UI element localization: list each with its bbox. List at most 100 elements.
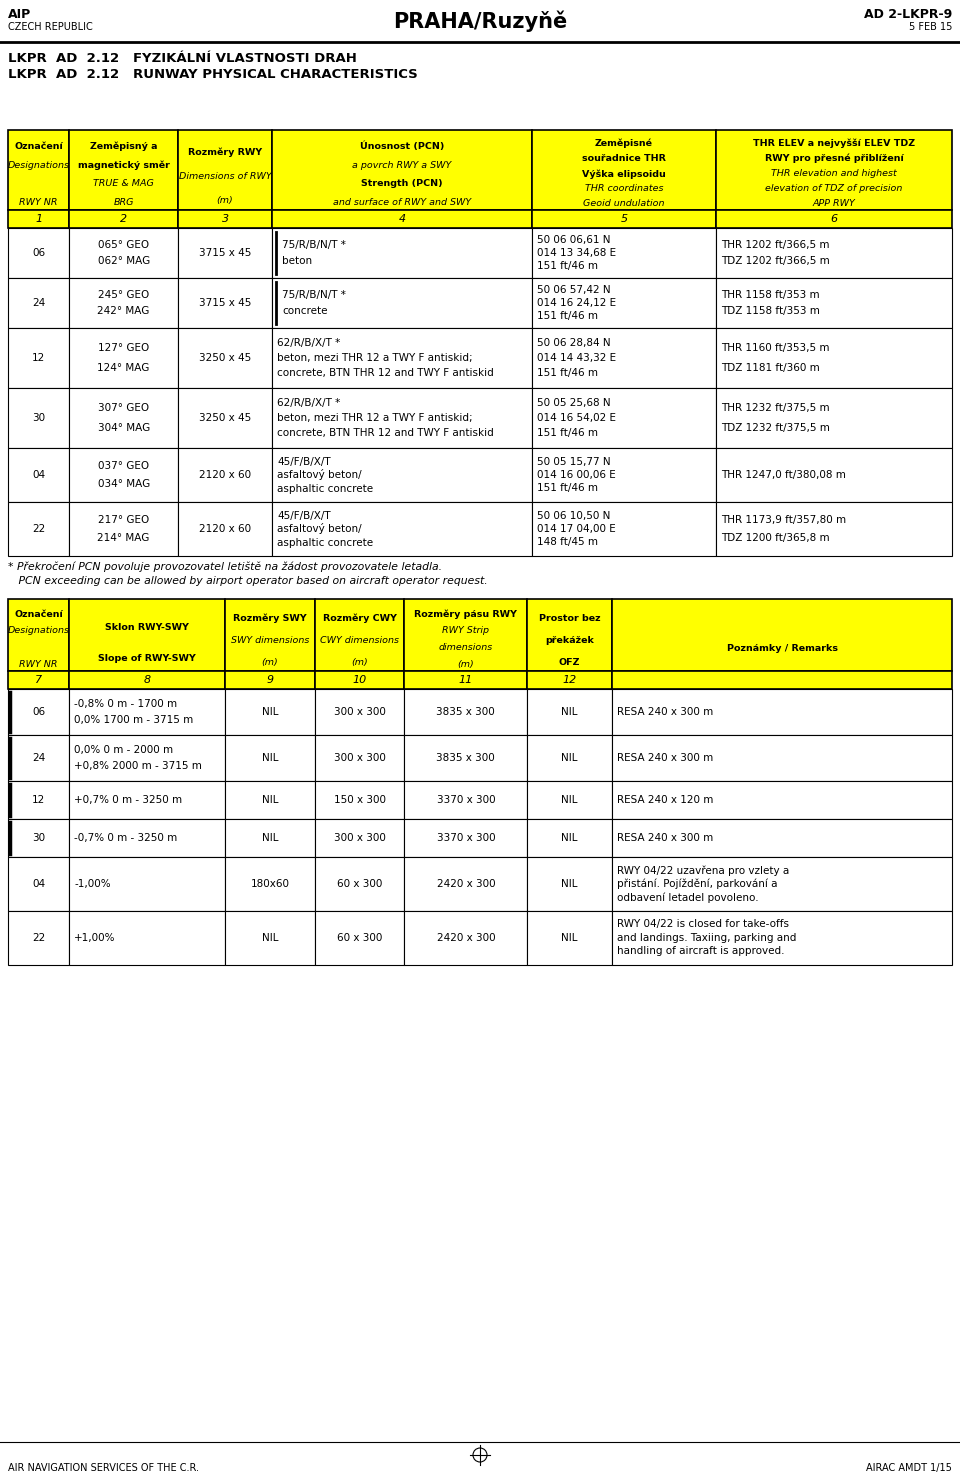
Text: Prostor bez: Prostor bez [539,614,601,623]
Bar [225,735,315,781]
Bar [716,502,952,556]
Bar [8,502,69,556]
Bar [716,388,952,449]
Bar [178,328,273,388]
Text: SWY dimensions: SWY dimensions [230,636,309,645]
Text: THR 1160 ft/353,5 m: THR 1160 ft/353,5 m [721,342,829,353]
Bar [527,911,612,965]
Text: 3715 x 45: 3715 x 45 [199,248,252,258]
Text: 014 16 54,02 E: 014 16 54,02 E [537,413,616,424]
Bar [273,130,532,210]
Text: AIRAC AMDT 1/15: AIRAC AMDT 1/15 [866,1463,952,1473]
Text: Rozměry RWY: Rozměry RWY [188,148,262,156]
Bar [225,819,315,858]
Text: 242° MAG: 242° MAG [98,307,150,316]
Text: beton, mezi THR 12 a TWY F antiskid;: beton, mezi THR 12 a TWY F antiskid; [277,353,473,363]
Bar [315,599,404,672]
Text: (m): (m) [458,660,474,669]
Bar [8,277,69,328]
Bar [69,911,225,965]
Text: LKPR  AD  2.12   FYZIKÁLNÍ VLASTNOSTI DRAH: LKPR AD 2.12 FYZIKÁLNÍ VLASTNOSTI DRAH [8,52,357,65]
Bar [178,449,273,502]
Text: 014 14 43,32 E: 014 14 43,32 E [537,353,616,363]
Text: 45/F/B/X/T: 45/F/B/X/T [277,511,331,521]
Text: 7: 7 [36,675,42,685]
Bar [69,502,178,556]
Bar [612,819,952,858]
Bar [404,858,527,911]
Text: 151 ft/46 m: 151 ft/46 m [537,428,598,438]
Text: +1,00%: +1,00% [74,933,116,943]
Text: 75/R/B/N/T *: 75/R/B/N/T * [282,239,347,249]
Text: Zeměpisné: Zeměpisné [595,139,653,148]
Text: NIL: NIL [562,753,578,763]
Text: asfaltový beton/: asfaltový beton/ [277,524,362,534]
Text: 014 16 00,06 E: 014 16 00,06 E [537,469,615,480]
Text: NIL: NIL [262,707,278,717]
Text: NIL: NIL [262,796,278,804]
Bar [69,599,225,672]
Text: +0,8% 2000 m - 3715 m: +0,8% 2000 m - 3715 m [74,760,203,770]
Text: 24: 24 [32,298,45,308]
Text: Únosnost (PCN): Únosnost (PCN) [360,142,444,152]
Text: 2: 2 [120,214,128,224]
Text: TDZ 1202 ft/366,5 m: TDZ 1202 ft/366,5 m [721,257,829,266]
Bar [532,502,716,556]
Text: 3370 x 300: 3370 x 300 [437,832,495,843]
Text: Poznámky / Remarks: Poznámky / Remarks [727,645,837,654]
Text: 11: 11 [459,675,473,685]
Text: THR ELEV a nejvyšší ELEV TDZ: THR ELEV a nejvyšší ELEV TDZ [753,139,915,148]
Bar [315,781,404,819]
Text: BRG: BRG [113,198,133,207]
Text: přistání. Pojíždění, parkování a: přistání. Pojíždění, parkování a [617,878,778,889]
Text: RWY Strip: RWY Strip [443,626,490,635]
Text: NIL: NIL [562,832,578,843]
Text: Sklon RWY-SWY: Sklon RWY-SWY [106,623,189,632]
Text: beton: beton [282,257,312,266]
Bar [315,689,404,735]
Bar [404,911,527,965]
Text: LKPR  AD  2.12   RUNWAY PHYSICAL CHARACTERISTICS: LKPR AD 2.12 RUNWAY PHYSICAL CHARACTERIS… [8,68,418,81]
Text: Designations: Designations [8,626,70,635]
Text: 50 06 57,42 N: 50 06 57,42 N [537,285,611,295]
Bar [225,781,315,819]
Text: (m): (m) [351,658,368,667]
Text: 1: 1 [36,214,42,224]
Text: Označení: Označení [14,142,63,151]
Bar [69,689,225,735]
Bar [315,735,404,781]
Text: 037° GEO: 037° GEO [98,461,149,471]
Bar [315,911,404,965]
Text: AIP: AIP [8,7,32,21]
Bar [532,130,716,210]
Bar [8,130,69,210]
Bar [8,388,69,449]
Text: 60 x 300: 60 x 300 [337,933,382,943]
Text: 2420 x 300: 2420 x 300 [437,933,495,943]
Text: dimensions: dimensions [439,644,493,652]
Text: NIL: NIL [262,832,278,843]
Text: 151 ft/46 m: 151 ft/46 m [537,310,598,320]
Bar [8,599,69,672]
Bar [69,858,225,911]
Text: -0,8% 0 m - 1700 m: -0,8% 0 m - 1700 m [74,700,178,710]
Text: TDZ 1181 ft/360 m: TDZ 1181 ft/360 m [721,363,820,373]
Bar [8,328,69,388]
Text: PRAHA/Ruzyňě: PRAHA/Ruzyňě [393,10,567,31]
Text: OFZ: OFZ [559,658,581,667]
Bar [716,328,952,388]
Bar [273,277,532,328]
Bar [273,388,532,449]
Text: CZECH REPUBLIC: CZECH REPUBLIC [8,22,93,32]
Bar [8,449,69,502]
Bar [225,599,315,672]
Text: AD 2-LKPR-9: AD 2-LKPR-9 [864,7,952,21]
Bar [178,227,273,277]
Bar [612,735,952,781]
Bar [69,735,225,781]
Text: 0,0% 1700 m - 3715 m: 0,0% 1700 m - 3715 m [74,714,194,725]
Bar [8,227,69,277]
Text: 22: 22 [32,933,45,943]
Text: Designations: Designations [8,161,70,170]
Text: 45/F/B/X/T: 45/F/B/X/T [277,456,331,466]
